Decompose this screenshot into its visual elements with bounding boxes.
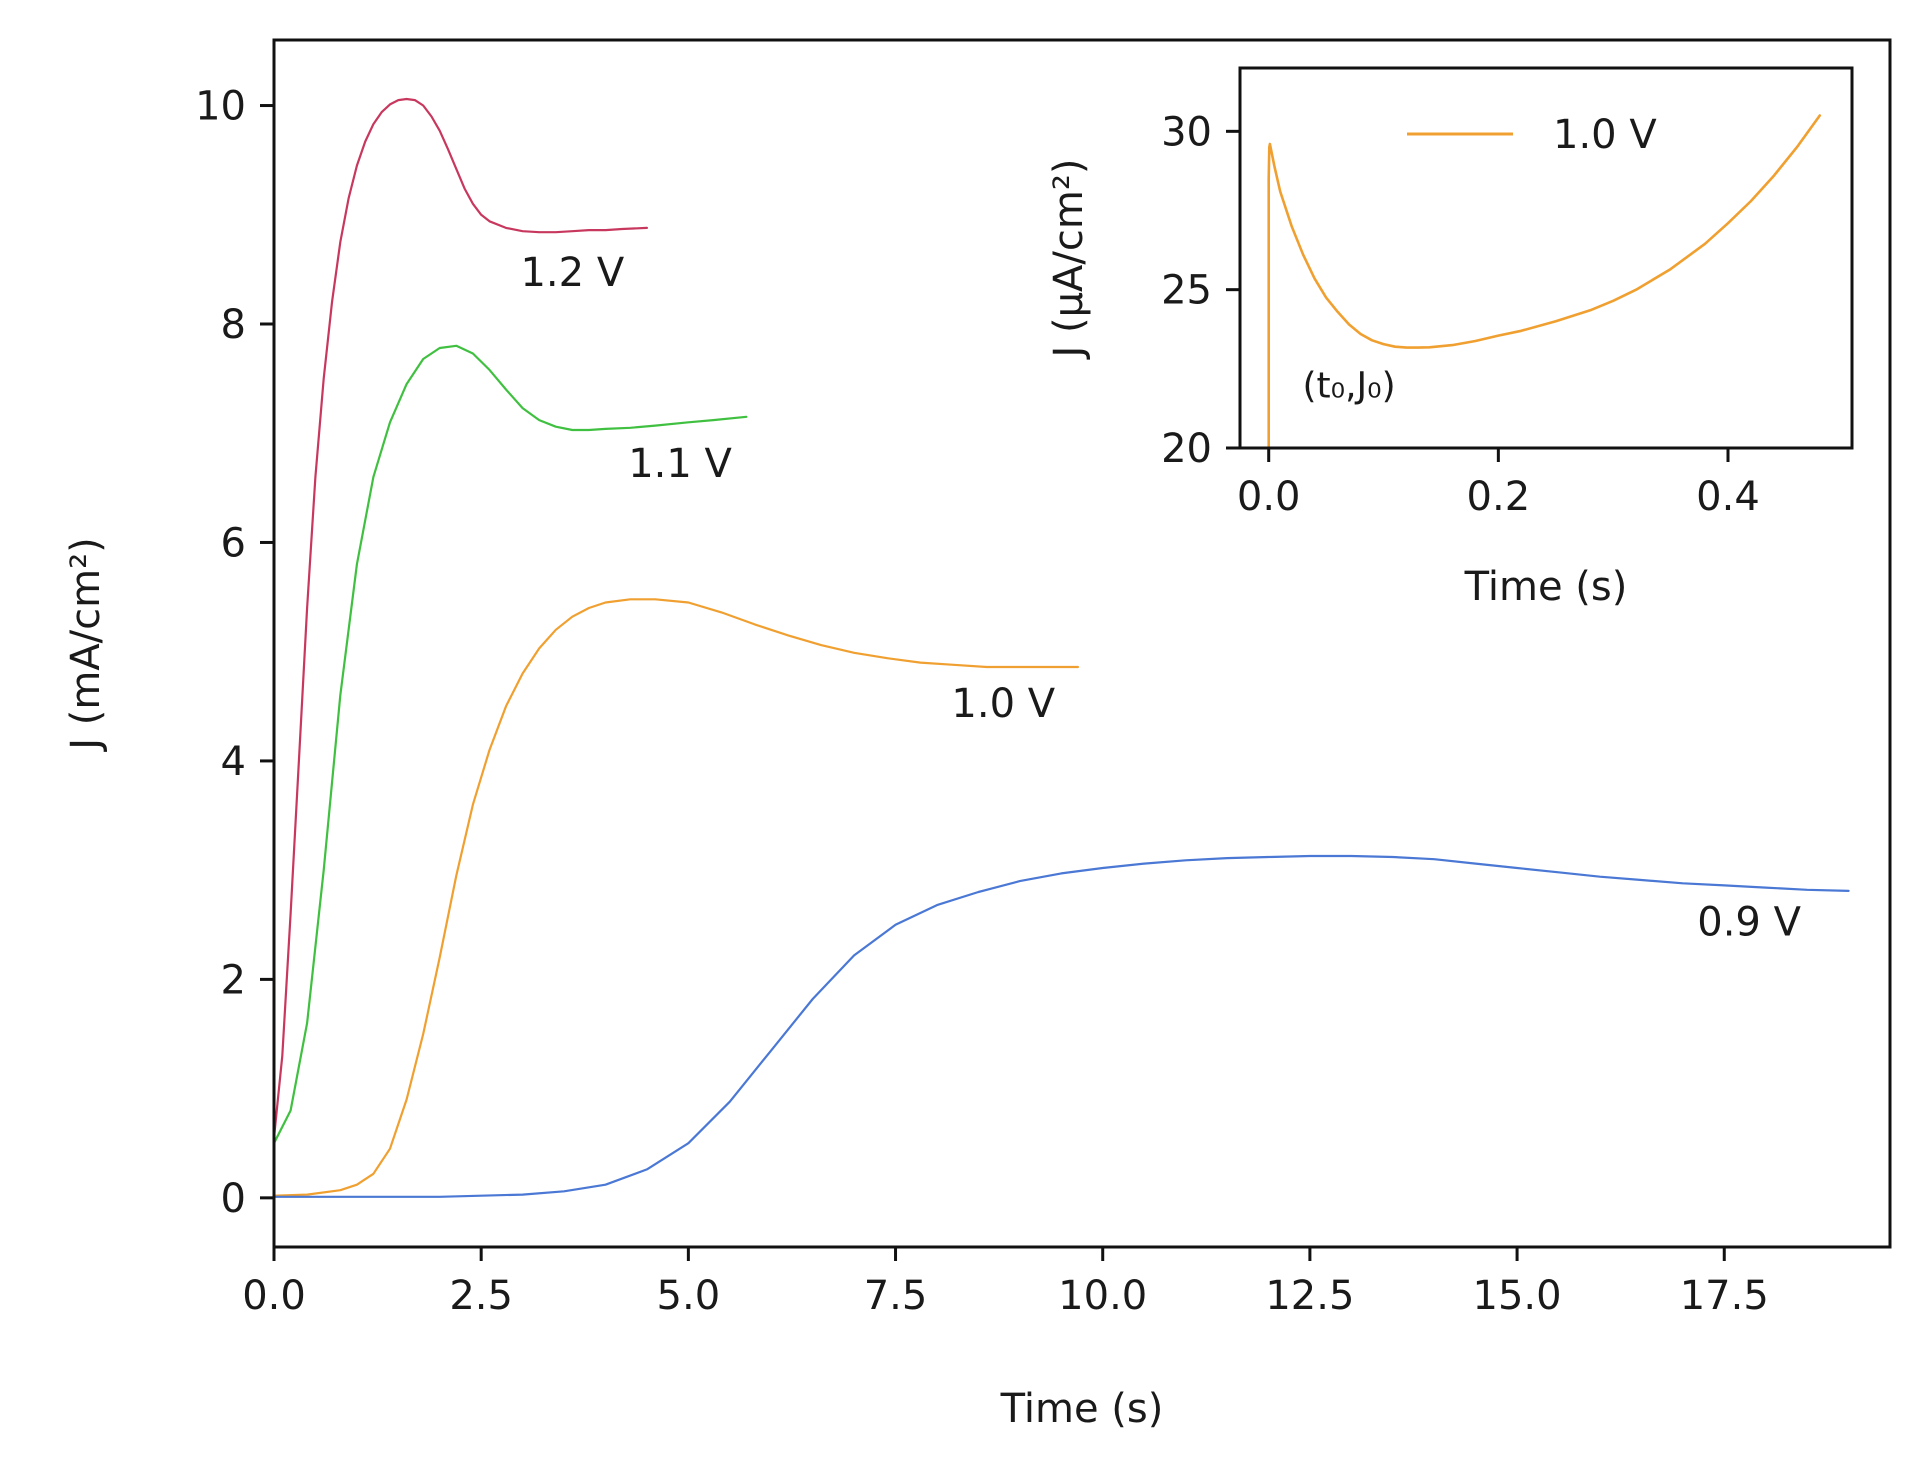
main-plot-frame: [272, 38, 1892, 1249]
main-annotation-label: 1.0 V: [951, 681, 1055, 727]
main-series-group: [274, 97, 1850, 1198]
inset-annotations-group: (t₀,J₀): [1303, 365, 1396, 406]
main-y-tick-label: 4: [221, 739, 246, 785]
main-x-tick-label: 0.0: [242, 1273, 306, 1319]
main-y-axis: 0 2 4 6 8 10: [195, 84, 274, 1222]
inset-y-tick-label: 30: [1161, 109, 1212, 155]
main-x-tick-label: 15.0: [1473, 1273, 1562, 1319]
main-annotations-group: 1.2 V 1.1 V 1.0 V 0.9 V: [520, 250, 1801, 946]
inset-annotation-label: (t₀,J₀): [1303, 365, 1396, 406]
inset-series-line-0: [1267, 114, 1822, 448]
main-y-tick-label: 8: [221, 302, 246, 348]
main-y-tick-label: 0: [221, 1176, 246, 1222]
main-x-tick-label: 12.5: [1265, 1273, 1354, 1319]
main-plot: 1.2 V 1.1 V 1.0 V 0.9 V 0.0 2.5 5.0 7.5 10.0 12.…: [63, 38, 1892, 1432]
main-annotation-label: 1.2 V: [520, 250, 624, 296]
inset-x-axis-label: Time (s): [1464, 564, 1628, 610]
inset-y-axis-label: J (μA/cm²): [1046, 158, 1092, 360]
inset-x-tick-label: 0.2: [1467, 474, 1531, 520]
main-series-line-1: [274, 344, 748, 1145]
inset-legend: 1.0 V: [1407, 112, 1657, 158]
inset-background: [1240, 68, 1852, 448]
main-annotation-label: 1.1 V: [628, 441, 732, 487]
inset-x-tick-label: 0.0: [1237, 474, 1301, 520]
main-y-axis-label: J (mA/cm²): [63, 537, 109, 753]
main-y-tick-label: 2: [221, 957, 246, 1003]
main-y-tick-label: 10: [195, 84, 246, 130]
inset-y-tick-label: 25: [1161, 268, 1212, 314]
main-x-tick-label: 17.5: [1680, 1273, 1769, 1319]
main-y-tick-label: 6: [221, 520, 246, 566]
main-x-tick-label: 5.0: [657, 1273, 721, 1319]
main-x-tick-label: 7.5: [864, 1273, 928, 1319]
inset-plot-frame: [1238, 66, 1854, 450]
inset-y-axis: 20 25 30: [1161, 109, 1240, 472]
main-series-line-2: [274, 598, 1080, 1197]
inset-x-axis: 0.0 0.2 0.4: [1237, 448, 1760, 520]
inset-legend-label: 1.0 V: [1553, 112, 1657, 158]
main-x-axis: 0.0 2.5 5.0 7.5 10.0 12.5 15.0 17.5: [242, 1247, 1769, 1319]
inset-y-tick-label: 20: [1161, 426, 1212, 472]
main-series-line-3: [274, 854, 1850, 1198]
inset-x-tick-label: 0.4: [1696, 474, 1760, 520]
inset-series-group: [1267, 114, 1822, 448]
main-x-axis-label: Time (s): [1000, 1386, 1164, 1432]
main-annotation-label: 0.9 V: [1697, 900, 1801, 946]
main-series-line-0: [274, 97, 649, 1139]
main-x-tick-label: 2.5: [449, 1273, 513, 1319]
main-x-tick-label: 10.0: [1058, 1273, 1147, 1319]
